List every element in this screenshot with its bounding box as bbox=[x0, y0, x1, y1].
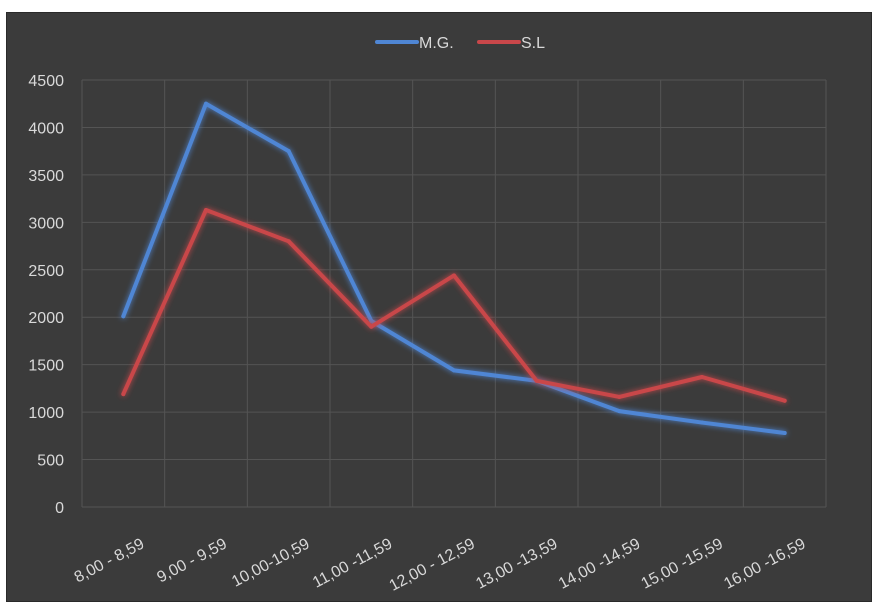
series-2-point bbox=[204, 207, 208, 212]
y-tick-label: 1000 bbox=[28, 405, 64, 422]
y-tick-label: 1500 bbox=[28, 358, 64, 375]
series-2-point bbox=[700, 375, 704, 380]
x-tick-label: 14,00 -14,59 bbox=[556, 535, 643, 592]
series-2-point bbox=[534, 378, 539, 383]
y-tick-label: 2000 bbox=[28, 310, 64, 327]
series-2-point bbox=[286, 239, 291, 244]
series-line-1 bbox=[121, 101, 787, 435]
gridlines bbox=[81, 79, 827, 508]
series-1-point bbox=[121, 314, 126, 319]
x-tick-label: 12,00 - 12,59 bbox=[387, 535, 478, 594]
series-1-point bbox=[204, 101, 208, 106]
series-2-point bbox=[617, 394, 622, 399]
y-tick-label: 4500 bbox=[28, 73, 64, 90]
series-1-point bbox=[617, 409, 622, 414]
series-2-point bbox=[369, 324, 374, 329]
x-tick-label: 16,00 -16,59 bbox=[721, 535, 808, 592]
x-tick-label: 11,00 -11,59 bbox=[310, 535, 395, 591]
x-tick-label: 8,00 - 8,59 bbox=[72, 535, 148, 586]
legend-label-2: S.L bbox=[521, 35, 545, 52]
series-2-point bbox=[782, 398, 787, 403]
y-tick-label: 4000 bbox=[28, 120, 64, 137]
x-tick-label: 10,00-10,59 bbox=[229, 535, 312, 590]
y-tick-label: 3500 bbox=[28, 168, 64, 185]
y-tick-label: 3000 bbox=[28, 215, 64, 232]
series-1-point bbox=[782, 430, 787, 435]
x-tick-label: 9,00 - 9,59 bbox=[154, 535, 230, 586]
legend: M.G. S.L bbox=[375, 35, 545, 52]
series-2-point bbox=[121, 392, 126, 397]
series-1-point bbox=[286, 149, 291, 154]
chart-frame bbox=[6, 12, 872, 602]
x-tick-label: 13,00 -13,59 bbox=[473, 535, 560, 592]
series-2-point bbox=[452, 273, 456, 278]
y-tick-label: 0 bbox=[55, 500, 64, 517]
legend-label-1: M.G. bbox=[419, 35, 454, 52]
series-1-point bbox=[700, 420, 704, 425]
series-1-point bbox=[452, 368, 456, 373]
y-tick-label: 500 bbox=[37, 453, 64, 470]
y-tick-label: 2500 bbox=[28, 263, 64, 280]
series-1-point bbox=[369, 319, 374, 324]
x-tick-label: 15,00 -15,59 bbox=[639, 535, 726, 592]
